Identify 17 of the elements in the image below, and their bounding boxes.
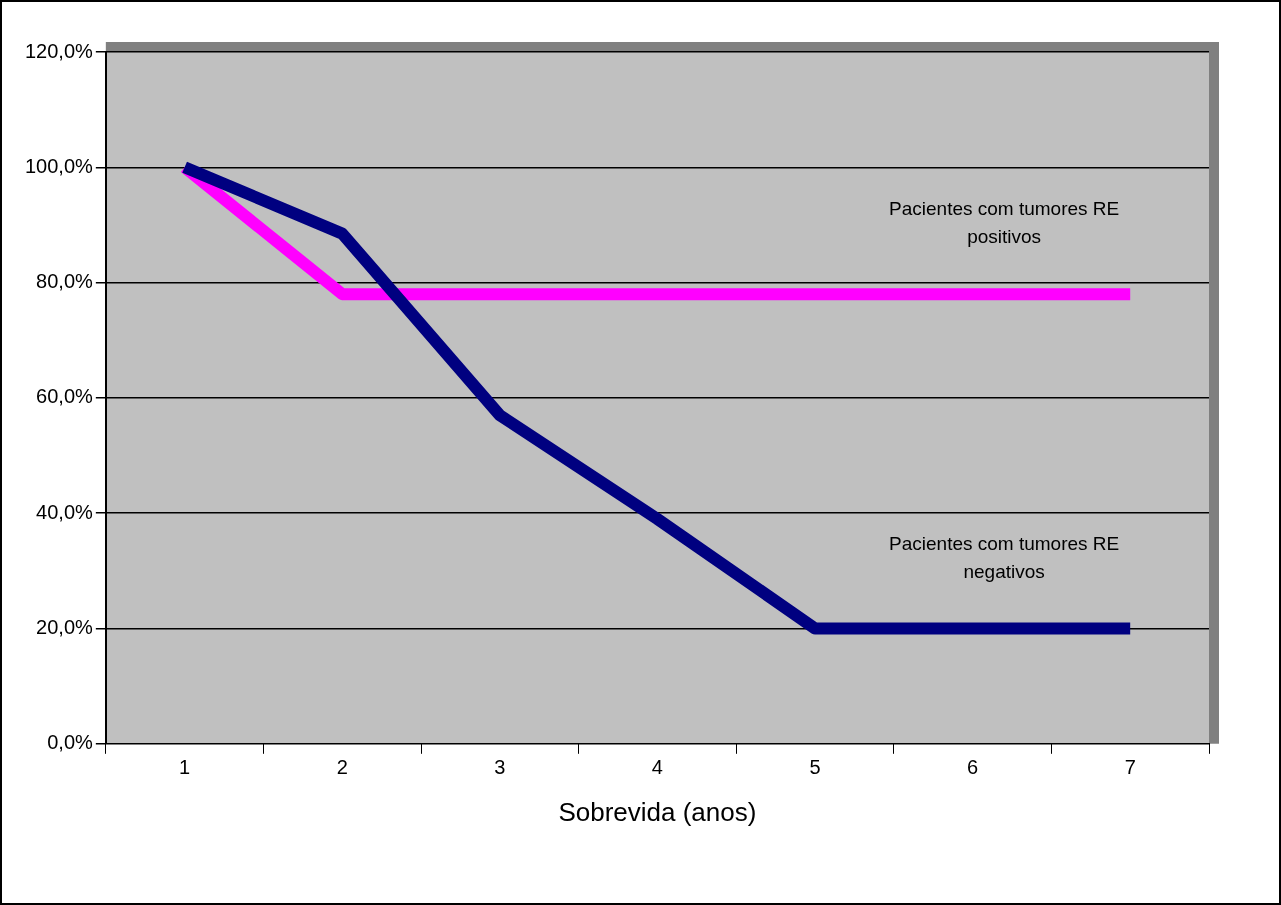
x-tick-label: 4 (651, 756, 663, 779)
text: Pacientes com tumores RE negativos (889, 532, 1120, 582)
x-tick-label: 5 (809, 756, 821, 779)
x-axis-title: Sobrevida (anos) (558, 796, 757, 827)
y-tick-label: 100,0% (24, 154, 94, 177)
x-tick-label: 6 (967, 756, 979, 779)
x-tick-label: 2 (336, 756, 348, 779)
y-tick-label: 80,0% (36, 270, 94, 293)
y-tick-label: 20,0% (36, 616, 94, 639)
y-tick-label: 120,0% (24, 39, 94, 62)
x-tick-label: 1 (179, 756, 191, 779)
y-tick-label: 60,0% (36, 385, 94, 408)
y-tick-label: 40,0% (36, 500, 94, 523)
x-tick-label: 7 (1124, 756, 1136, 779)
x-tick-label: 3 (494, 756, 506, 779)
y-tick-label: 0,0% (47, 731, 94, 754)
text: Pacientes com tumores RE positivos (889, 198, 1120, 248)
